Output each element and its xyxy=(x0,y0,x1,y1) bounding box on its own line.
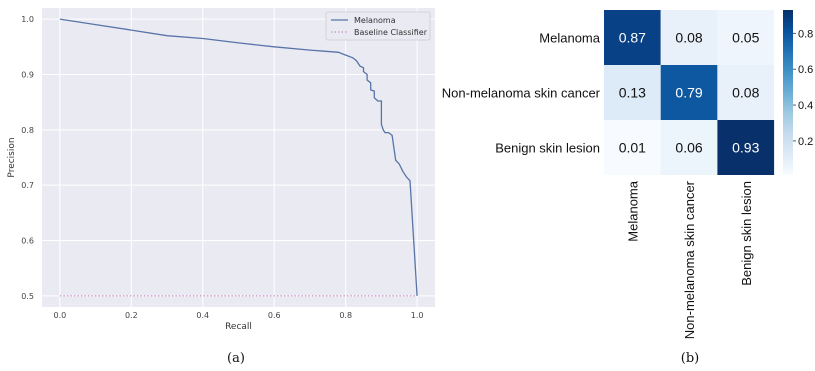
colorbar-gradient xyxy=(783,10,793,175)
heatmap-cell xyxy=(660,10,718,65)
heatmap-cell xyxy=(660,120,718,175)
cell-value-label: 0.08 xyxy=(732,85,759,101)
y-tick-label: 1.0 xyxy=(21,15,34,24)
column-label: Benign skin lesion xyxy=(739,181,754,286)
cell-value-label: 0.87 xyxy=(619,30,646,46)
column-labels: Melanoma Non-melanoma skin cancer Benign s… xyxy=(625,180,753,339)
precision-recall-chart: 0.0 0.2 0.4 0.6 0.8 1.0 0.5 0.6 0.7 0.8 0.9 1.0 Re… xyxy=(7,8,435,366)
y-tick-label: 0.7 xyxy=(21,181,34,190)
legend-label-melanoma: Melanoma xyxy=(354,16,396,25)
heatmap-cell xyxy=(717,120,775,175)
cell-value-label: 0.05 xyxy=(732,30,759,46)
melanoma-curve xyxy=(59,18,418,296)
row-label: Non-melanoma skin cancer xyxy=(442,86,601,101)
x-tick-labels: 0.0 0.2 0.4 0.6 0.8 1.0 xyxy=(53,311,423,320)
cell-value-label: 0.13 xyxy=(619,85,646,101)
x-tick-label: 0.8 xyxy=(339,311,352,320)
legend-box xyxy=(325,11,431,41)
x-tick-label: 1.0 xyxy=(411,311,424,320)
cell-value-label: 0.79 xyxy=(675,85,702,101)
y-tick-label: 0.9 xyxy=(21,70,34,79)
y-tick-label: 0.8 xyxy=(21,126,34,135)
row-label: Melanoma xyxy=(539,31,600,46)
heatmap-cell xyxy=(604,65,661,120)
heatmap-cell xyxy=(604,120,661,175)
column-label: Melanoma xyxy=(625,180,640,241)
y-tick-label: 0.6 xyxy=(21,237,34,246)
grid-lines xyxy=(42,8,435,307)
x-tick-label: 0.6 xyxy=(268,311,281,320)
colorbar-tick-label: 0.2 xyxy=(798,136,813,148)
legend-label-baseline: Baseline Classifier xyxy=(354,28,428,37)
cell-value-label: 0.01 xyxy=(619,140,646,156)
colorbar-tick-label: 0.4 xyxy=(798,100,813,112)
heatmap-cell xyxy=(717,65,775,120)
caption-a: (a) xyxy=(227,351,245,366)
cell-value-label: 0.93 xyxy=(732,140,759,156)
x-tick-label: 0.0 xyxy=(53,311,66,320)
y-tick-label: 0.5 xyxy=(21,292,34,301)
row-labels: Melanoma Non-melanoma skin cancer Benign s… xyxy=(442,31,601,156)
colorbar-tick-label: 0.6 xyxy=(798,64,813,76)
caption-b: (b) xyxy=(681,351,699,366)
cell-value-label: 0.08 xyxy=(675,30,702,46)
legend: Melanoma Baseline Classifier xyxy=(325,11,431,41)
x-tick-label: 0.2 xyxy=(125,311,138,320)
y-axis-label: Precision xyxy=(7,137,17,177)
cell-value-label: 0.06 xyxy=(675,140,702,156)
heatmap-cell xyxy=(717,10,775,65)
colorbar: 0.2 0.4 0.6 0.8 xyxy=(783,10,813,175)
row-label: Benign skin lesion xyxy=(495,141,600,156)
x-axis-label: Recall xyxy=(225,322,252,332)
heatmap-cells: 0.87 0.08 0.05 0.13 0.79 0.08 0.01 0.06 0.93 xyxy=(604,10,775,175)
x-tick-label: 0.4 xyxy=(196,311,209,320)
plot-background xyxy=(42,8,435,307)
column-label: Non-melanoma skin cancer xyxy=(682,180,697,339)
colorbar-tick-label: 0.8 xyxy=(798,28,813,40)
heatmap-cell xyxy=(604,10,661,65)
y-tick-labels: 0.5 0.6 0.7 0.8 0.9 1.0 xyxy=(21,15,34,301)
confusion-matrix-heatmap: 0.87 0.08 0.05 0.13 0.79 0.08 0.01 0.06 0.93 Mel… xyxy=(442,10,813,366)
heatmap-cell xyxy=(660,65,718,120)
